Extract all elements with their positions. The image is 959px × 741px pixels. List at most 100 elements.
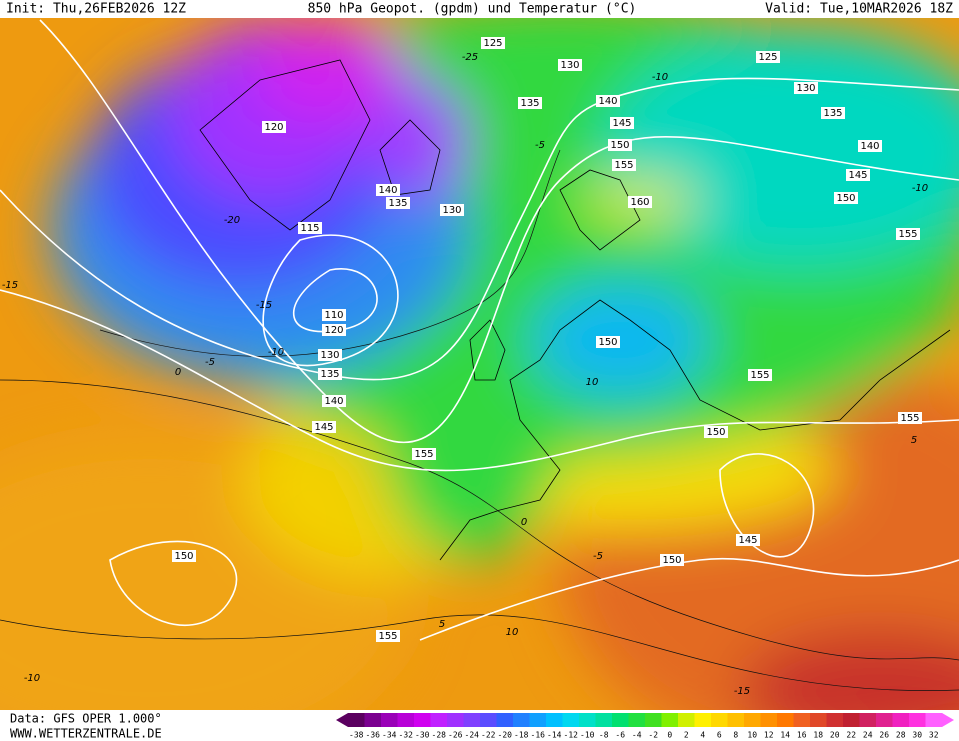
contour-label-box — [896, 228, 920, 240]
colorbar-label: 2 — [684, 731, 689, 740]
contour-label-box — [376, 630, 400, 642]
colorbar-cell — [513, 713, 530, 727]
geopotential-label: 115 — [300, 223, 319, 234]
colorbar-cell — [876, 713, 893, 727]
geopotential-label: 120 — [324, 325, 343, 336]
colorbar-cell — [727, 713, 745, 727]
colorbar-cell — [711, 713, 728, 727]
colorbar-cell — [826, 713, 844, 727]
colorbar-cell — [529, 713, 547, 727]
colorbar-label: -16 — [531, 731, 546, 740]
contour-label-box — [376, 184, 400, 196]
colorbar-cell — [777, 713, 794, 727]
geopotential-label: 160 — [630, 197, 649, 208]
geopotential-label: 140 — [324, 396, 343, 407]
colorbar-label: -4 — [632, 731, 642, 740]
contour-label-box — [322, 324, 346, 336]
colorbar-label: -20 — [498, 731, 513, 740]
geopotential-label: 155 — [900, 413, 919, 424]
contour-label-box — [628, 196, 652, 208]
contour-label-box — [318, 368, 342, 380]
colorbar-label: 24 — [863, 731, 873, 740]
colorbar-label: -10 — [580, 731, 595, 740]
geopotential-label: 130 — [320, 350, 339, 361]
temperature-label: -5 — [535, 140, 545, 151]
colorbar-label: -24 — [465, 731, 480, 740]
geopotential-label: 135 — [320, 369, 339, 380]
colorbar-cell — [892, 713, 910, 727]
colorbar-label: 0 — [667, 731, 672, 740]
geopotential-label: 140 — [860, 141, 879, 152]
contour-label-box — [386, 197, 410, 209]
contour-label-box — [794, 82, 818, 94]
colorbar-cell — [843, 713, 860, 727]
contour-label-box — [846, 169, 870, 181]
temperature-label: 5 — [911, 435, 917, 446]
colorbar-cell — [381, 713, 398, 727]
contour-label-box — [322, 309, 346, 321]
temperature-label: -20 — [224, 215, 240, 226]
geopotential-label: 145 — [848, 170, 867, 181]
temperature-label: 10 — [586, 377, 599, 388]
temperature-label: 5 — [439, 619, 445, 630]
contour-label-box — [322, 395, 346, 407]
temperature-label: -10 — [24, 673, 40, 684]
temperature-label: -10 — [268, 347, 284, 358]
contour-label-box — [312, 421, 336, 433]
colorbar-cell — [612, 713, 629, 727]
contour-label-box — [736, 534, 760, 546]
colorbar-label: -34 — [382, 731, 397, 740]
contour-label-box — [172, 550, 196, 562]
geopotential-label: 155 — [378, 631, 397, 642]
colorbar-cell — [364, 713, 382, 727]
colorbar-label: -26 — [448, 731, 463, 740]
geopotential-label: 110 — [324, 310, 343, 321]
colorbar-label: -36 — [366, 731, 381, 740]
contour-label-box — [318, 349, 342, 361]
contour-label-box — [558, 59, 582, 71]
colorbar-cell — [694, 713, 712, 727]
contour-label-box — [756, 51, 780, 63]
temperature-label: -10 — [652, 72, 668, 83]
colorbar-label: 26 — [879, 731, 889, 740]
colorbar-label: 6 — [717, 731, 722, 740]
temperature-label: -10 — [912, 183, 928, 194]
contour-label-box — [518, 97, 542, 109]
colorbar-label: -38 — [349, 731, 364, 740]
geopotential-label: 150 — [706, 427, 725, 438]
contour-label-box — [834, 192, 858, 204]
geopotential-label: 140 — [598, 96, 617, 107]
colorbar-cell — [678, 713, 695, 727]
colorbar-label: -8 — [599, 731, 609, 740]
colorbar-cell — [562, 713, 580, 727]
geopotential-label: 145 — [738, 535, 757, 546]
geopotential-label: 150 — [598, 337, 617, 348]
contour-label-box — [610, 117, 634, 129]
colorbar-cell — [480, 713, 497, 727]
colorbar-cell — [546, 713, 563, 727]
colorbar-cell — [579, 713, 596, 727]
valid-time: Valid: Tue,10MAR2026 18Z — [765, 2, 953, 17]
colorbar-label: 30 — [912, 731, 922, 740]
temperature-label: -15 — [734, 686, 750, 697]
colorbar-cell — [645, 713, 662, 727]
temperature-label: -15 — [256, 300, 272, 311]
colorbar-cell — [760, 713, 778, 727]
colorbar-label: -6 — [615, 731, 625, 740]
colorbar-label: 4 — [700, 731, 705, 740]
colorbar-cell — [744, 713, 761, 727]
colorbar-label: 12 — [764, 731, 774, 740]
geopotential-label: 155 — [614, 160, 633, 171]
geopotential-label: 130 — [560, 60, 579, 71]
header-bar — [0, 0, 959, 18]
geopotential-label: 125 — [483, 38, 502, 49]
colorbar-label: 14 — [780, 731, 790, 740]
colorbar-label: -28 — [432, 731, 447, 740]
temperature-label: -5 — [205, 357, 215, 368]
colorbar-cell — [447, 713, 464, 727]
init-time: Init: Thu,26FEB2026 12Z — [6, 2, 186, 17]
geopotential-label: 125 — [758, 52, 777, 63]
